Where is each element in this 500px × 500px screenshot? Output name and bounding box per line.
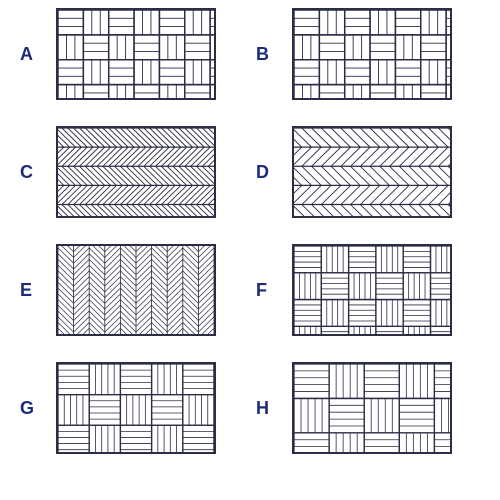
- pattern-swatch: [56, 244, 216, 336]
- pattern-label: G: [20, 398, 44, 419]
- pattern-label: B: [256, 44, 280, 65]
- pattern-cell: G: [20, 362, 234, 454]
- pattern-cell: A: [20, 8, 234, 100]
- pattern-cell: B: [256, 8, 470, 100]
- pattern-cell: F: [256, 244, 470, 336]
- pattern-swatch: [56, 126, 216, 218]
- pattern-swatch: [56, 8, 216, 100]
- pattern-label: E: [20, 280, 44, 301]
- pattern-label: D: [256, 162, 280, 183]
- pattern-swatch: [292, 126, 452, 218]
- pattern-label: C: [20, 162, 44, 183]
- pattern-swatch: [292, 362, 452, 454]
- pattern-swatch: [292, 8, 452, 100]
- pattern-cell: D: [256, 126, 470, 218]
- pattern-label: H: [256, 398, 280, 419]
- pattern-cell: H: [256, 362, 470, 454]
- pattern-label: A: [20, 44, 44, 65]
- pattern-swatch: [292, 244, 452, 336]
- pattern-cell: E: [20, 244, 234, 336]
- pattern-cell: C: [20, 126, 234, 218]
- pattern-swatch: [56, 362, 216, 454]
- pattern-label: F: [256, 280, 280, 301]
